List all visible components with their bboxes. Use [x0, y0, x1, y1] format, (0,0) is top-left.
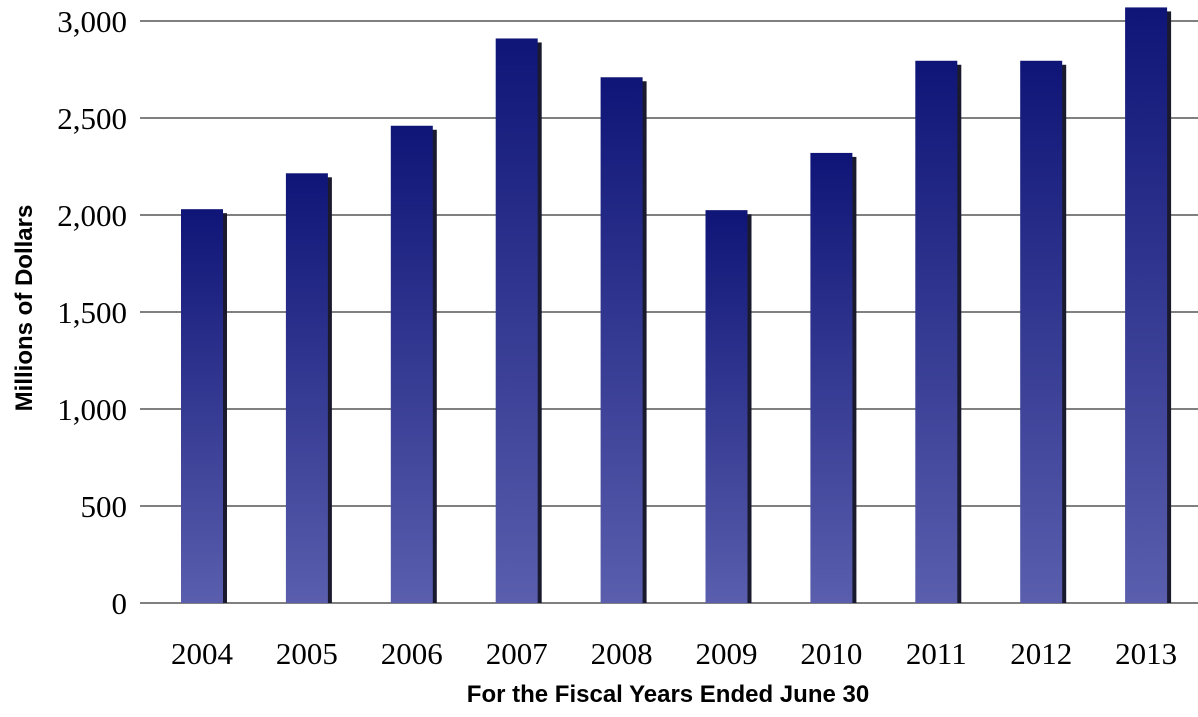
- bar: [915, 60, 958, 603]
- x-tick-label: 2004: [171, 636, 234, 671]
- y-tick-label: 0: [112, 586, 128, 621]
- x-axis-ticks: 2004 2005 2006 2007 2008 2009 2010 2011 2012 2013: [171, 636, 1177, 671]
- y-tick-label: 1,500: [57, 295, 127, 330]
- x-tick-label: 2012: [1010, 636, 1072, 671]
- x-tick-label: 2007: [486, 636, 548, 671]
- x-tick-label: 2008: [591, 636, 653, 671]
- y-axis-title: Millions of Dollars: [11, 205, 38, 412]
- y-axis-ticks: 0 500 1,000 1,500 2,000 2,500 3,000: [57, 4, 127, 621]
- bar: [705, 210, 748, 603]
- bars: [181, 7, 1172, 604]
- x-tick-label: 2005: [276, 636, 338, 671]
- x-tick-label: 2006: [381, 636, 443, 671]
- x-axis-title: For the Fiscal Years Ended June 30: [467, 681, 869, 708]
- y-tick-label: 500: [81, 489, 128, 524]
- y-tick-label: 1,000: [57, 392, 127, 427]
- bar: [495, 38, 538, 603]
- y-tick-label: 2,500: [57, 101, 127, 136]
- x-tick-label: 2011: [906, 636, 967, 671]
- y-tick-label: 2,000: [57, 198, 127, 233]
- bar: [1020, 60, 1063, 603]
- bar: [600, 77, 643, 603]
- bar: [810, 152, 853, 604]
- bar: [285, 173, 328, 604]
- x-tick-label: 2009: [696, 636, 758, 671]
- y-tick-label: 3,000: [57, 4, 127, 39]
- x-tick-label: 2013: [1115, 636, 1177, 671]
- bar: [1125, 7, 1168, 604]
- bar: [181, 209, 223, 603]
- bar: [390, 125, 433, 603]
- x-tick-label: 2010: [800, 636, 862, 671]
